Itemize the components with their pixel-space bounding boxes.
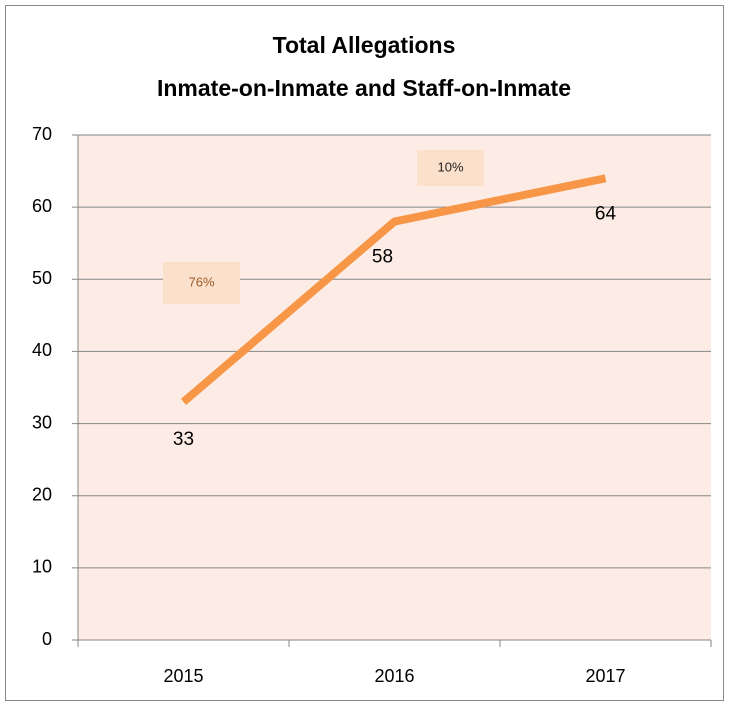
x-tick-label: 2016 (374, 666, 414, 686)
data-label: 58 (372, 247, 393, 268)
chart-title: Total Allegations (273, 32, 456, 58)
annotation: 10% (437, 159, 463, 174)
annotation-box (163, 262, 240, 304)
y-tick-label: 50 (32, 268, 52, 288)
y-tick-label: 20 (32, 484, 52, 504)
x-tick-label: 2017 (585, 666, 625, 686)
y-tick-label: 30 (32, 412, 52, 432)
y-tick-label: 70 (32, 124, 52, 144)
x-tick-label: 2015 (163, 666, 203, 686)
y-tick-label: 60 (32, 196, 52, 216)
y-tick-label: 0 (42, 629, 52, 649)
data-label: 33 (173, 429, 194, 450)
annotation-box (417, 150, 484, 186)
line (180, 174, 607, 405)
y-tick-label: 40 (32, 340, 52, 360)
annotation: 76% (188, 274, 214, 289)
y-tick-label: 10 (32, 557, 52, 577)
chart-subtitle: Inmate-on-Inmate and Staff-on-Inmate (157, 75, 571, 101)
data-label: 64 (595, 203, 617, 224)
